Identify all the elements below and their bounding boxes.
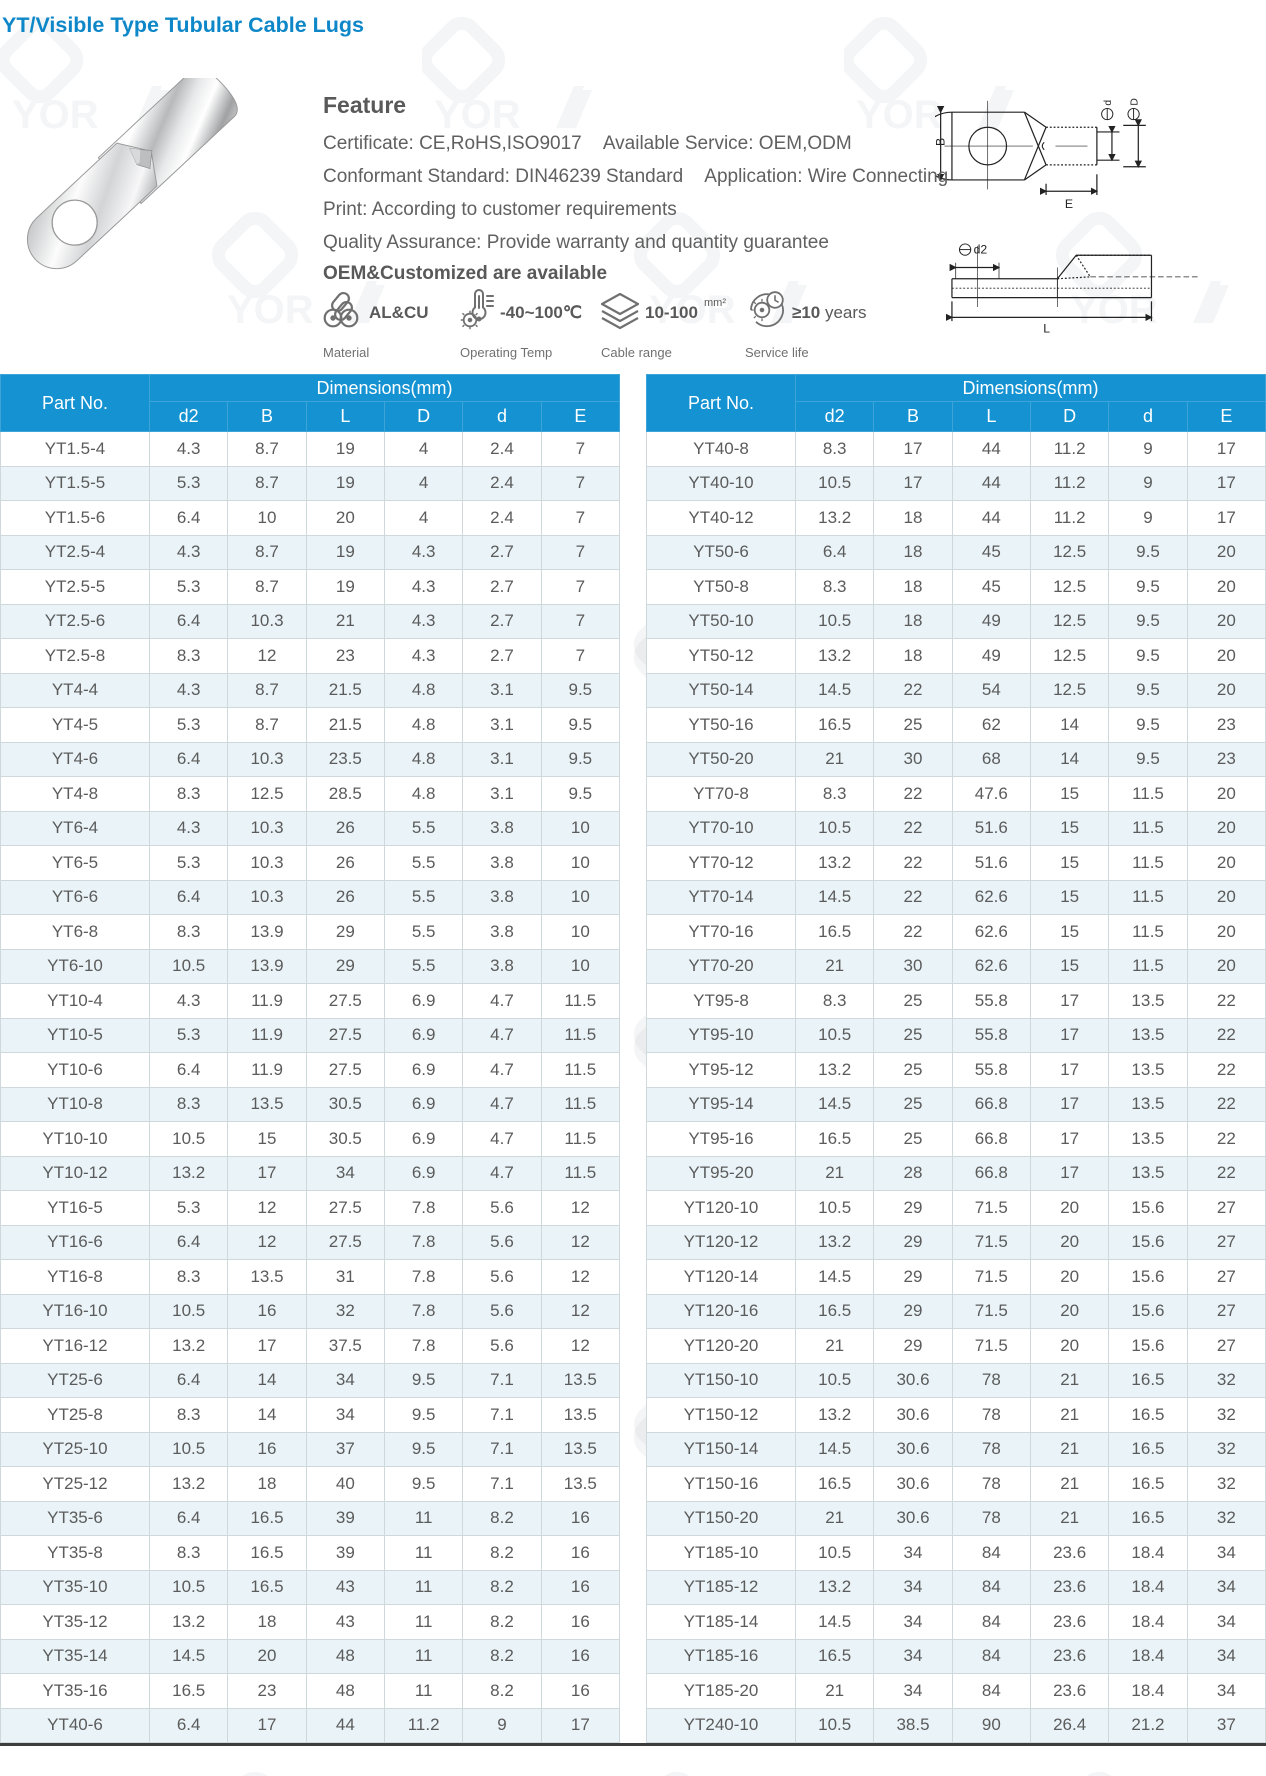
svg-text:D: D (1129, 98, 1140, 105)
svg-text:L: L (1043, 321, 1050, 335)
svg-text:d2: d2 (974, 242, 988, 256)
svg-text:E: E (1065, 197, 1073, 211)
svg-text:B: B (935, 138, 947, 146)
svg-text:d: d (1103, 100, 1114, 106)
